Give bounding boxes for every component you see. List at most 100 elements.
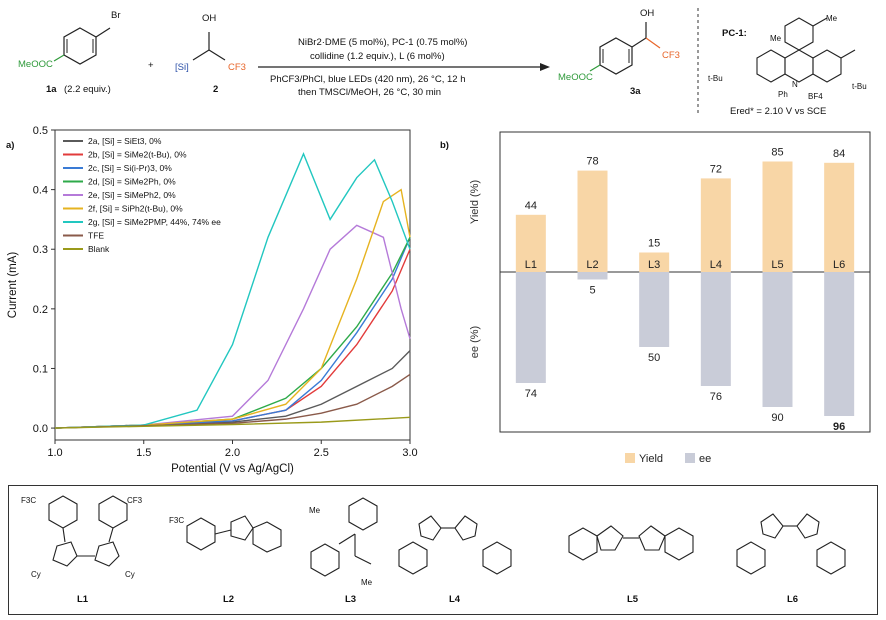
yield-bar-L6 — [824, 162, 855, 272]
ligand-label-l3: L3 — [345, 594, 357, 605]
ee-value-label: 96 — [833, 421, 845, 433]
ligand-l4-drawing — [398, 515, 512, 575]
pc1-bf4: BF4 — [808, 92, 823, 101]
plus-sign: + — [148, 60, 154, 71]
ester-label: MeOOC — [18, 59, 53, 70]
legend-label-2c: 2c, [Si] = Si(i-Pr)3, 0% — [88, 163, 172, 173]
y-tick-label: 0.1 — [33, 363, 48, 375]
yield-value-label: 72 — [710, 163, 722, 175]
yield-bar-L5 — [762, 161, 793, 272]
category-label-L4: L4 — [710, 259, 722, 271]
pc1-me-1: Me — [826, 14, 838, 23]
reaction-arrow — [258, 63, 550, 71]
l3-me-1: Me — [309, 506, 321, 515]
cf3-label: CF3 — [228, 62, 246, 73]
l1-cy-left: Cy — [31, 570, 41, 579]
x-tick-label: 1.0 — [47, 447, 62, 459]
yield-value-label: 15 — [648, 238, 660, 250]
x-tick-label: 2.5 — [314, 447, 329, 459]
aryl-bromide-structure — [53, 27, 111, 65]
ee-bar-L6 — [824, 272, 855, 416]
ee-bar-L3 — [639, 272, 670, 347]
ligand-drawings — [48, 495, 846, 577]
ligand-l3-drawing — [310, 497, 378, 577]
dashed-divider — [697, 8, 699, 113]
si-label: [Si] — [175, 62, 189, 73]
cv-trace-Blank — [54, 416, 411, 429]
ee-axis-label: ee (%) — [469, 326, 481, 358]
bar-plot-frame — [499, 131, 871, 433]
legend-label-2e: 2e, [Si] = SiMePh2, 0% — [88, 190, 176, 200]
y-tick-label: 0.4 — [33, 185, 48, 197]
yield-bar-L1 — [515, 214, 546, 272]
ligand-l2-drawing — [186, 515, 282, 553]
x-axis-label: Potential (V vs Ag/AgCl) — [171, 463, 294, 475]
category-label-L6: L6 — [833, 259, 845, 271]
ee-bar-L4 — [700, 272, 731, 386]
cv-chart: 1.0 1.5 2.0 2.5 3.0 0.0 0.1 0.2 0.3 0.4 0.5 Potenti… — [7, 125, 418, 475]
pc1-structure — [756, 17, 856, 83]
ligand-l6-drawing — [736, 513, 846, 575]
product-cf3-label: CF3 — [662, 50, 680, 61]
y-tick-label: 0.0 — [33, 423, 48, 435]
ee-value-label: 50 — [648, 352, 660, 364]
product-ester-label: MeOOC — [558, 72, 593, 83]
x-tick-label: 1.5 — [136, 447, 151, 459]
l1-cf3-right: CF3 — [127, 496, 143, 505]
l2-cf3: F3C — [169, 516, 185, 525]
ligand-label-l5: L5 — [627, 594, 639, 605]
product-label: 3a — [630, 86, 641, 97]
pc1-tbu-1: t-Bu — [708, 74, 723, 83]
l1-cy-right: Cy — [125, 570, 135, 579]
condition-line-3: PhCF3/PhCl, blue LEDs (420 nm), 26 °C, 1… — [270, 74, 466, 85]
yield-bar-L3 — [639, 252, 670, 272]
legend-yield-swatch — [625, 453, 635, 463]
ee-value-label: 90 — [771, 412, 783, 424]
yield-value-label: 85 — [771, 147, 783, 159]
cv-trace-2g — [54, 152, 411, 429]
pc1-ered: Ered* = 2.10 V vs SCE — [730, 106, 827, 117]
category-label-L5: L5 — [771, 259, 783, 271]
ligand-l5-drawing — [568, 525, 694, 561]
oh-label: OH — [202, 13, 217, 24]
l3-me-2: Me — [361, 578, 373, 587]
ligand-bar-chart: Yield (%) ee (%) 44 74 L1 78 5 L2 15 50 L3 72 76 L4 85… — [469, 131, 871, 465]
x-tick-label: 3.0 — [402, 447, 417, 459]
pc1-tbu-2: t-Bu — [852, 82, 867, 91]
reactant1-label: 1a — [46, 84, 57, 95]
panel-a-label: a) — [6, 140, 15, 151]
category-label-L3: L3 — [648, 259, 660, 271]
l1-cf3-left: F3C — [21, 496, 37, 505]
silyl-alcohol-structure — [192, 32, 226, 61]
br-label: Br — [111, 10, 121, 21]
ligand-label-l2: L2 — [223, 594, 235, 605]
legend-label-Blank: Blank — [88, 244, 110, 254]
ee-bar-L5 — [762, 272, 793, 407]
condition-line-4: then TMSCl/MeOH, 26 °C, 30 min — [298, 87, 442, 98]
legend-yield-label: Yield — [639, 453, 663, 465]
ee-value-label: 5 — [589, 285, 595, 297]
legend-label-2b: 2b, [Si] = SiMe2(t-Bu), 0% — [88, 150, 187, 160]
category-label-L2: L2 — [586, 259, 598, 271]
ee-value-label: 74 — [525, 388, 537, 400]
pc1-n: N — [792, 80, 798, 89]
ligand-structures-panel: F3C CF3 Cy Cy F3C Me Me L1 L2 L3 L4 L5 L… — [8, 485, 878, 615]
y-tick-label: 0.5 — [33, 125, 48, 137]
yield-axis-label: Yield (%) — [469, 180, 481, 224]
yield-value-label: 44 — [525, 200, 537, 212]
condition-line-1: NiBr2·DME (5 mol%), PC-1 (0.75 mol%) — [298, 37, 468, 48]
legend-ee-label: ee — [699, 453, 711, 465]
legend-label-2g: 2g, [Si] = SiMe2PMP, 44%, 74% ee — [88, 217, 221, 227]
product-oh-label: OH — [640, 8, 655, 19]
reactant2-label: 2 — [213, 84, 219, 95]
pc1-me-2: Me — [770, 34, 782, 43]
panel-b-label: b) — [440, 140, 449, 151]
cv-trace-2f — [54, 188, 411, 429]
pc1-ph: Ph — [778, 90, 788, 99]
y-tick-label: 0.2 — [33, 304, 48, 316]
legend-label-TFE: TFE — [88, 231, 104, 241]
legend-label-2f: 2f, [Si] = SiPh2(t-Bu), 0% — [88, 204, 183, 214]
legend-label-2d: 2d, [Si] = SiMe2Ph, 0% — [88, 177, 176, 187]
x-tick-label: 2.0 — [225, 447, 240, 459]
reactant1-equiv: (2.2 equiv.) — [64, 84, 111, 95]
